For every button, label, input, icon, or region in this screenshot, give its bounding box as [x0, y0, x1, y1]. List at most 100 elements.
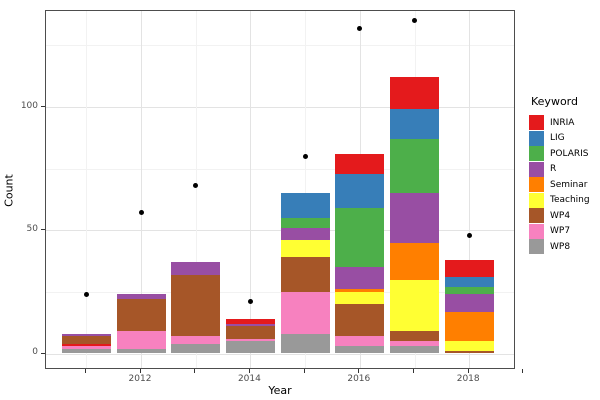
bar-segment-2014-R	[225, 323, 275, 327]
x-tick-2016	[358, 369, 360, 373]
bar-segment-2018-POLARIS	[444, 286, 494, 295]
legend-title: Keyword	[531, 95, 578, 108]
legend-label-WP4: WP4	[550, 210, 571, 221]
bar-segment-2018-R	[444, 294, 494, 312]
legend-item-Seminar: Seminar	[529, 177, 599, 193]
bar-segment-2012-R	[116, 294, 166, 300]
bar-segment-2017-Teaching	[390, 279, 439, 332]
bar-segment-2011-R	[61, 333, 111, 337]
bar-segment-2015-Teaching	[280, 240, 330, 258]
gridline-h-minor-125	[46, 45, 514, 47]
legend-swatch-Teaching	[529, 192, 544, 208]
legend-swatch-WP7	[529, 223, 544, 239]
bar-segment-2014-WP4	[225, 326, 275, 339]
bar-segment-2014-INRIA	[225, 318, 275, 324]
bar-segment-2017-POLARIS	[390, 139, 439, 194]
gridline-h-major-50	[46, 230, 514, 232]
data-point-2011	[83, 291, 89, 297]
bar-segment-2012-WP7	[116, 331, 166, 349]
bar-segment-2016-WP8	[335, 346, 385, 354]
data-point-2013	[193, 183, 199, 189]
y-tick-label-50: 50	[26, 223, 38, 234]
bar-segment-2017-WP8	[390, 346, 439, 354]
legend-swatch-R	[529, 161, 544, 177]
bar-segment-2016-R	[335, 267, 385, 290]
bar-segment-2016-INRIA	[335, 153, 385, 174]
bar-segment-2018-Seminar	[444, 311, 494, 342]
bar-segment-2015-R	[280, 227, 330, 241]
data-point-2014	[247, 299, 253, 305]
legend-item-WP7: WP7	[529, 223, 599, 240]
x-tick-2017	[413, 369, 414, 373]
bar-segment-2017-WP4	[390, 331, 439, 342]
bar-segment-2011-WP8	[61, 348, 111, 354]
bar-segment-2015-WP7	[280, 291, 330, 334]
bar-segment-2015-WP8	[280, 333, 330, 354]
gridline-v-2014	[250, 11, 252, 368]
gridline-v-2018	[469, 11, 471, 368]
legend-item-POLARIS: POLARIS	[529, 146, 599, 162]
bar-segment-2016-WP4	[335, 304, 385, 337]
legend-swatch-LIG	[529, 130, 544, 146]
bar-segment-2013-WP7	[171, 336, 221, 344]
y-tick-50	[41, 229, 45, 231]
bar-segment-2015-POLARIS	[280, 217, 330, 228]
gridline-v-2011	[86, 11, 88, 368]
data-point-2015	[302, 153, 308, 159]
bar-segment-2017-Seminar	[390, 242, 439, 280]
legend-swatch-INRIA	[529, 115, 544, 131]
bar-segment-2018-LIG	[444, 277, 494, 287]
x-tick-2018	[467, 369, 469, 373]
data-point-2012	[138, 210, 144, 216]
x-tick-2019	[522, 369, 524, 373]
legend-item-WP8: WP8	[529, 239, 599, 255]
bar-segment-2016-Teaching	[335, 291, 385, 305]
legend-swatch-WP4	[529, 208, 544, 224]
x-tick-2014	[248, 369, 250, 373]
legend-label-POLARIS: POLARIS	[550, 148, 589, 159]
gridline-v-2013	[195, 11, 197, 368]
bar-segment-2015-LIG	[280, 193, 330, 218]
bar-segment-2017-LIG	[390, 109, 439, 140]
bar-segment-2013-WP8	[171, 343, 221, 354]
legend-swatch-POLARIS	[529, 146, 544, 162]
data-point-2018	[466, 232, 472, 238]
legend-swatch-WP8	[529, 239, 544, 255]
legend-item-WP4: WP4	[529, 208, 599, 224]
bar-segment-2016-LIG	[335, 173, 385, 209]
y-tick-label-100: 100	[20, 100, 38, 111]
legend-label-WP8: WP8	[550, 241, 571, 252]
legend-label-R: R	[550, 164, 557, 175]
plot-panel	[45, 10, 515, 369]
legend-label-Seminar: Seminar	[550, 179, 588, 190]
y-tick-label-0: 0	[32, 347, 38, 357]
legend-items: INRIA LIG POLARIS R Seminar Teaching WP4 WP7 WP8	[529, 115, 599, 255]
legend-item-LIG: LIG	[529, 130, 599, 147]
legend-item-Teaching: Teaching	[529, 192, 599, 209]
x-tick-label-2018: 2018	[456, 374, 480, 384]
legend-swatch-Seminar	[529, 177, 544, 193]
gridline-h-minor-75	[46, 168, 514, 170]
bar-segment-2012-WP8	[116, 348, 166, 354]
gridline-v-2012	[141, 11, 142, 368]
x-tick-label-2014: 2014	[237, 374, 261, 384]
gridline-h-minor-25	[46, 291, 514, 293]
legend-label-Teaching: Teaching	[550, 195, 590, 206]
gridline-h-major-0	[46, 353, 514, 355]
x-tick-2013	[194, 369, 196, 373]
bar-segment-2018-WP4	[444, 351, 494, 354]
gridline-v-2015	[305, 11, 307, 368]
bar-segment-2012-WP4	[116, 299, 166, 332]
bar-segment-2015-WP4	[280, 257, 330, 292]
x-tick-2012	[139, 369, 141, 373]
bar-segment-2018-Teaching	[444, 341, 494, 352]
bar-segment-2011-INRIA	[61, 343, 111, 347]
gridline-h-major-100	[46, 107, 514, 108]
legend: Keyword INRIA LIG POLARIS R Seminar Teaching W…	[529, 95, 599, 255]
bar-segment-2018-INRIA	[444, 259, 494, 278]
bar-segment-2014-WP8	[225, 341, 275, 354]
y-axis-title: Count	[2, 174, 16, 207]
y-tick-100	[41, 106, 45, 107]
legend-item-INRIA: INRIA	[529, 115, 599, 131]
x-axis-title: Year	[268, 384, 292, 397]
